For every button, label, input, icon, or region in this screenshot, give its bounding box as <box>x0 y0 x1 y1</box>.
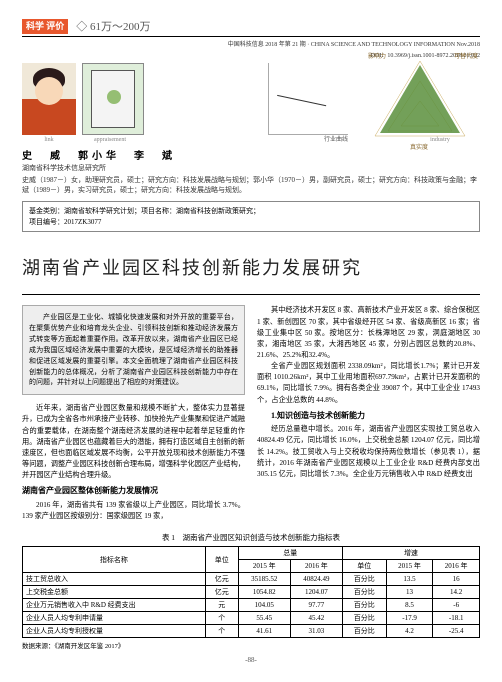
table-cell: 企业人员人均专利授权量 <box>23 625 206 638</box>
right-p2: 全省产业园区规划面积 2338.09km²，同比增长1.7%；累计已开发面积 1… <box>257 361 480 406</box>
fund-line2: 项目编号：2017ZK3077 <box>29 217 473 228</box>
table-cell: -18.1 <box>433 612 480 625</box>
radar-label-tr: 可替代度 <box>454 51 478 60</box>
budget-range: ◇ 61万～200万 <box>76 18 150 34</box>
right-h1: 1.知识创造与技术创新能力 <box>257 410 480 422</box>
radar-label-b: 真实度 <box>410 142 428 151</box>
th-g2016: 2016 年 <box>433 560 480 573</box>
table-cell: -6 <box>433 599 480 612</box>
table-source: 数据来源：《湖南开发区年鉴 2017》 <box>22 640 480 650</box>
journal-line: 中国科技信息 2018 年第 21 期 · CHINA SCIENCE AND … <box>22 36 480 50</box>
th-gunit: 单位 <box>342 560 386 573</box>
table-cell: 百分比 <box>342 573 386 586</box>
page-root: 科学 评价 ◇ 61万～200万 中国科技信息 2018 年第 21 期 · C… <box>0 0 502 682</box>
table-cell: 4.2 <box>386 625 433 638</box>
fund-line1: 基金类别：湖南省软科学研究计划；项目名称：湖南省科技创新政策研究； <box>29 206 473 217</box>
table-row: 上交税金总额亿元1054.821204.07百分比1314.2 <box>23 586 480 599</box>
section-badge: 科学 评价 <box>22 19 68 34</box>
table-cell: 16 <box>433 573 480 586</box>
abstract-box: 产业园区是工业化、城镇化快速发展和对外开放的重要平台，在聚集优势产业和培育龙头企… <box>22 305 245 395</box>
abstract-text: 产业园区是工业化、城镇化快速发展和对外开放的重要平台，在聚集优势产业和培育龙头企… <box>29 312 238 388</box>
article-title: 湖南省产业园区科技创新能力发展研究 <box>22 254 480 280</box>
table-cell: 企业人员人均专利申请量 <box>23 612 206 625</box>
table-cell: 1204.07 <box>290 586 342 599</box>
right-p3: 经历总量稳中增长。2016 年，湖南省产业园区实现技工贸总收入 40824.49… <box>257 424 480 480</box>
table-cell: -25.4 <box>433 625 480 638</box>
top-bar: 科学 评价 ◇ 61万～200万 <box>22 18 480 34</box>
table-cell: 40824.49 <box>290 573 342 586</box>
table-cell: -17.9 <box>386 612 433 625</box>
table-row: 企业人员人均专利申请量个55.4545.42百分比-17.9-18.1 <box>23 612 480 625</box>
table-row: 企业万元销售收入中 R&D 经费支出元104.0597.77百分比8.5-6 <box>23 599 480 612</box>
table-header-group: 指标名称 单位 总量 增速 <box>23 547 480 560</box>
left-p1: 近年来，湖南省产业园区数量和规模不断扩大，整体实力显著提升，已成为全省各市州承接… <box>22 403 245 481</box>
right-p1: 其中经济技术开发区 8 家、高新技术产业开发区 8 家、综合保税区 1 家、新创… <box>257 305 480 361</box>
table-cell: 个 <box>205 612 238 625</box>
right-column: 其中经济技术开发区 8 家、高新技术产业开发区 8 家、综合保税区 1 家、新创… <box>257 305 480 522</box>
certificate <box>82 63 144 135</box>
table-cell: 企业万元销售收入中 R&D 经费支出 <box>23 599 206 612</box>
page-number: -88- <box>22 656 480 664</box>
author-bios: 史威（1987－）女，助理研究员，硕士；研究方向：科技发展战略与规划；郭小华（1… <box>22 176 480 196</box>
table-cell: 百分比 <box>342 625 386 638</box>
cap-link: link <box>22 137 76 143</box>
author-photo <box>22 63 76 135</box>
funding-box: 基金类别：湖南省软科学研究计划；项目名称：湖南省科技创新政策研究； 项目编号：2… <box>22 201 480 232</box>
table-cell: 41.61 <box>238 625 290 638</box>
th-growth: 增速 <box>342 547 479 560</box>
data-table: 指标名称 单位 总量 增速 2015 年 2016 年 单位 2015 年 20… <box>22 546 480 638</box>
table-cell: 13.5 <box>386 573 433 586</box>
header-graphics: 行业曲线 影响力 可替代度 真实度 <box>22 63 480 135</box>
table-row: 企业人员人均专利授权量个41.6131.03百分比4.2-25.4 <box>23 625 480 638</box>
th-2015: 2015 年 <box>238 560 290 573</box>
table-cell: 上交税金总额 <box>23 586 206 599</box>
radar-label-tl: 影响力 <box>368 51 386 60</box>
table-cell: 百分比 <box>342 599 386 612</box>
table-cell: 97.77 <box>290 599 342 612</box>
table-cell: 元 <box>205 599 238 612</box>
th-g2015: 2015 年 <box>386 560 433 573</box>
affiliation: 湖南省科学技术信息研究所 <box>22 164 480 174</box>
table-cell: 55.45 <box>238 612 290 625</box>
table-cell: 31.03 <box>290 625 342 638</box>
table-cell: 亿元 <box>205 573 238 586</box>
table-cell: 百分比 <box>342 612 386 625</box>
table-body: 技工贸总收入亿元35185.5240824.49百分比13.516上交税金总额亿… <box>23 573 480 638</box>
table-cell: 45.42 <box>290 612 342 625</box>
table-cell: 1054.82 <box>238 586 290 599</box>
table-caption: 表 1 湖南省产业园区知识创造与技术创新能力指标表 <box>22 532 480 543</box>
title-rule <box>22 294 480 295</box>
table-cell: 8.5 <box>386 599 433 612</box>
table-cell: 104.05 <box>238 599 290 612</box>
chart-label: 行业曲线 <box>324 134 348 143</box>
th-total: 总量 <box>238 547 342 560</box>
body-columns: 产业园区是工业化、城镇化快速发展和对外开放的重要平台，在聚集优势产业和培育龙头企… <box>22 305 480 522</box>
table-cell: 13 <box>386 586 433 599</box>
table-cell: 亿元 <box>205 586 238 599</box>
th-2016: 2016 年 <box>290 560 342 573</box>
cap-appraise: appraisement <box>76 137 144 143</box>
table-cell: 个 <box>205 625 238 638</box>
left-column: 产业园区是工业化、城镇化快速发展和对外开放的重要平台，在聚集优势产业和培育龙头企… <box>22 305 245 522</box>
th-name: 指标名称 <box>23 547 206 573</box>
th-unit: 单位 <box>205 547 238 573</box>
left-h1: 湖南省产业园区整体创新能力发展情况 <box>22 485 245 497</box>
table-row: 技工贸总收入亿元35185.5240824.49百分比13.516 <box>23 573 480 586</box>
table-cell: 14.2 <box>433 586 480 599</box>
trend-chart: 行业曲线 <box>268 63 348 135</box>
radar-chart: 影响力 可替代度 真实度 <box>360 51 480 161</box>
table-cell: 35185.52 <box>238 573 290 586</box>
table-cell: 百分比 <box>342 586 386 599</box>
left-p2: 2016 年，湖南省共有 139 家省级以上产业园区，同比增长 3.7%。139… <box>22 500 245 522</box>
table-cell: 技工贸总收入 <box>23 573 206 586</box>
